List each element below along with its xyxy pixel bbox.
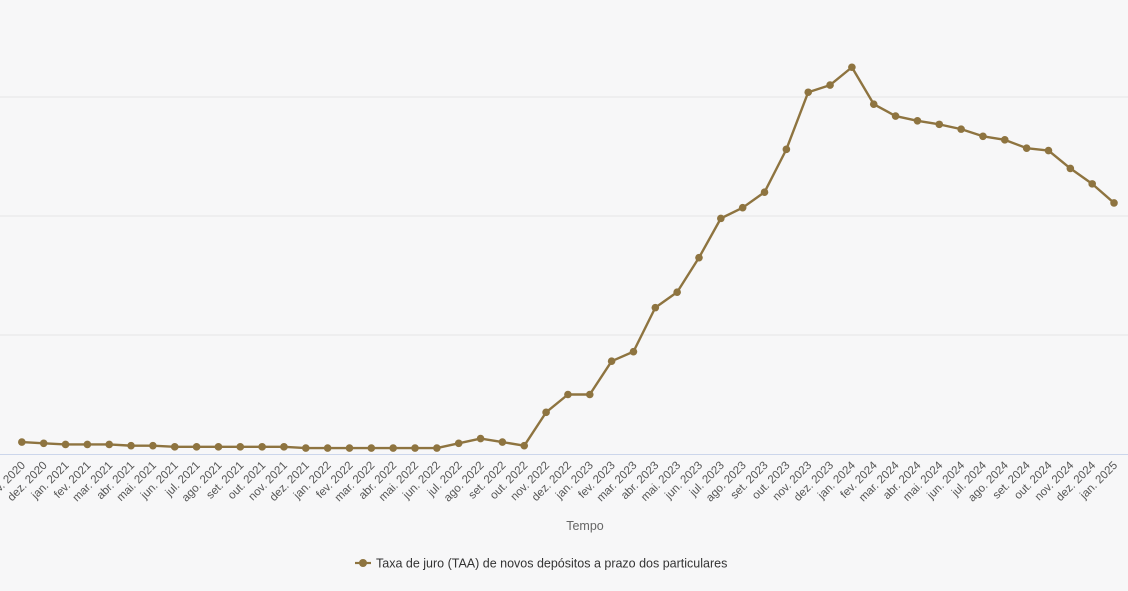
data-point[interactable] [782,145,791,154]
data-point[interactable] [214,443,223,451]
data-point[interactable] [848,63,856,72]
data-point[interactable] [1110,199,1118,207]
data-point[interactable] [39,439,48,448]
data-point[interactable] [913,117,922,125]
gridlines [0,96,1128,336]
data-point[interactable] [1022,144,1031,152]
data-point[interactable] [935,120,944,129]
data-point[interactable] [389,444,397,452]
data-point[interactable] [1044,146,1053,155]
data-point[interactable] [629,347,638,356]
data-point[interactable] [127,441,135,450]
data-point[interactable] [564,390,572,399]
data-point[interactable] [957,125,965,133]
data-point[interactable] [607,357,616,365]
data-point[interactable] [18,438,26,446]
data-point[interactable] [454,439,463,448]
data-point[interactable] [717,214,725,223]
data-point[interactable] [804,88,813,97]
data-point[interactable] [433,444,441,452]
data-point[interactable] [542,408,550,417]
data-point[interactable] [83,440,92,449]
data-point[interactable] [280,443,288,451]
data-point[interactable] [411,444,419,452]
data-point[interactable] [1001,136,1009,144]
data-point[interactable] [149,441,157,450]
legend-label: Taxa de juro (TAA) de novos depósitos a … [376,557,727,571]
data-point[interactable] [695,253,703,262]
x-axis-title: Tempo [566,519,604,533]
data-point[interactable] [1088,180,1096,188]
data-point[interactable] [170,443,179,451]
data-point[interactable] [192,443,201,451]
data-point[interactable] [258,443,266,451]
data-point[interactable] [869,100,878,108]
data-point[interactable] [105,440,114,449]
data-point[interactable] [760,188,769,196]
data-point[interactable] [585,390,594,399]
data-point[interactable] [345,444,354,452]
data-point[interactable] [61,440,70,449]
data-point[interactable] [651,303,660,312]
data-point[interactable] [738,203,747,212]
data-point[interactable] [979,132,987,141]
data-point[interactable] [673,288,681,296]
data-point[interactable] [323,444,332,452]
series-points [18,63,1118,452]
data-point[interactable] [891,112,900,120]
data-point[interactable] [476,434,485,443]
data-point[interactable] [236,443,245,451]
legend-marker-icon [359,559,367,567]
data-point[interactable] [498,438,507,446]
legend[interactable]: Taxa de juro (TAA) de novos depósitos a … [355,557,727,571]
data-point[interactable] [367,444,376,452]
data-point[interactable] [302,444,310,452]
data-point[interactable] [1066,164,1075,173]
data-point[interactable] [826,81,834,89]
data-point[interactable] [520,441,529,450]
